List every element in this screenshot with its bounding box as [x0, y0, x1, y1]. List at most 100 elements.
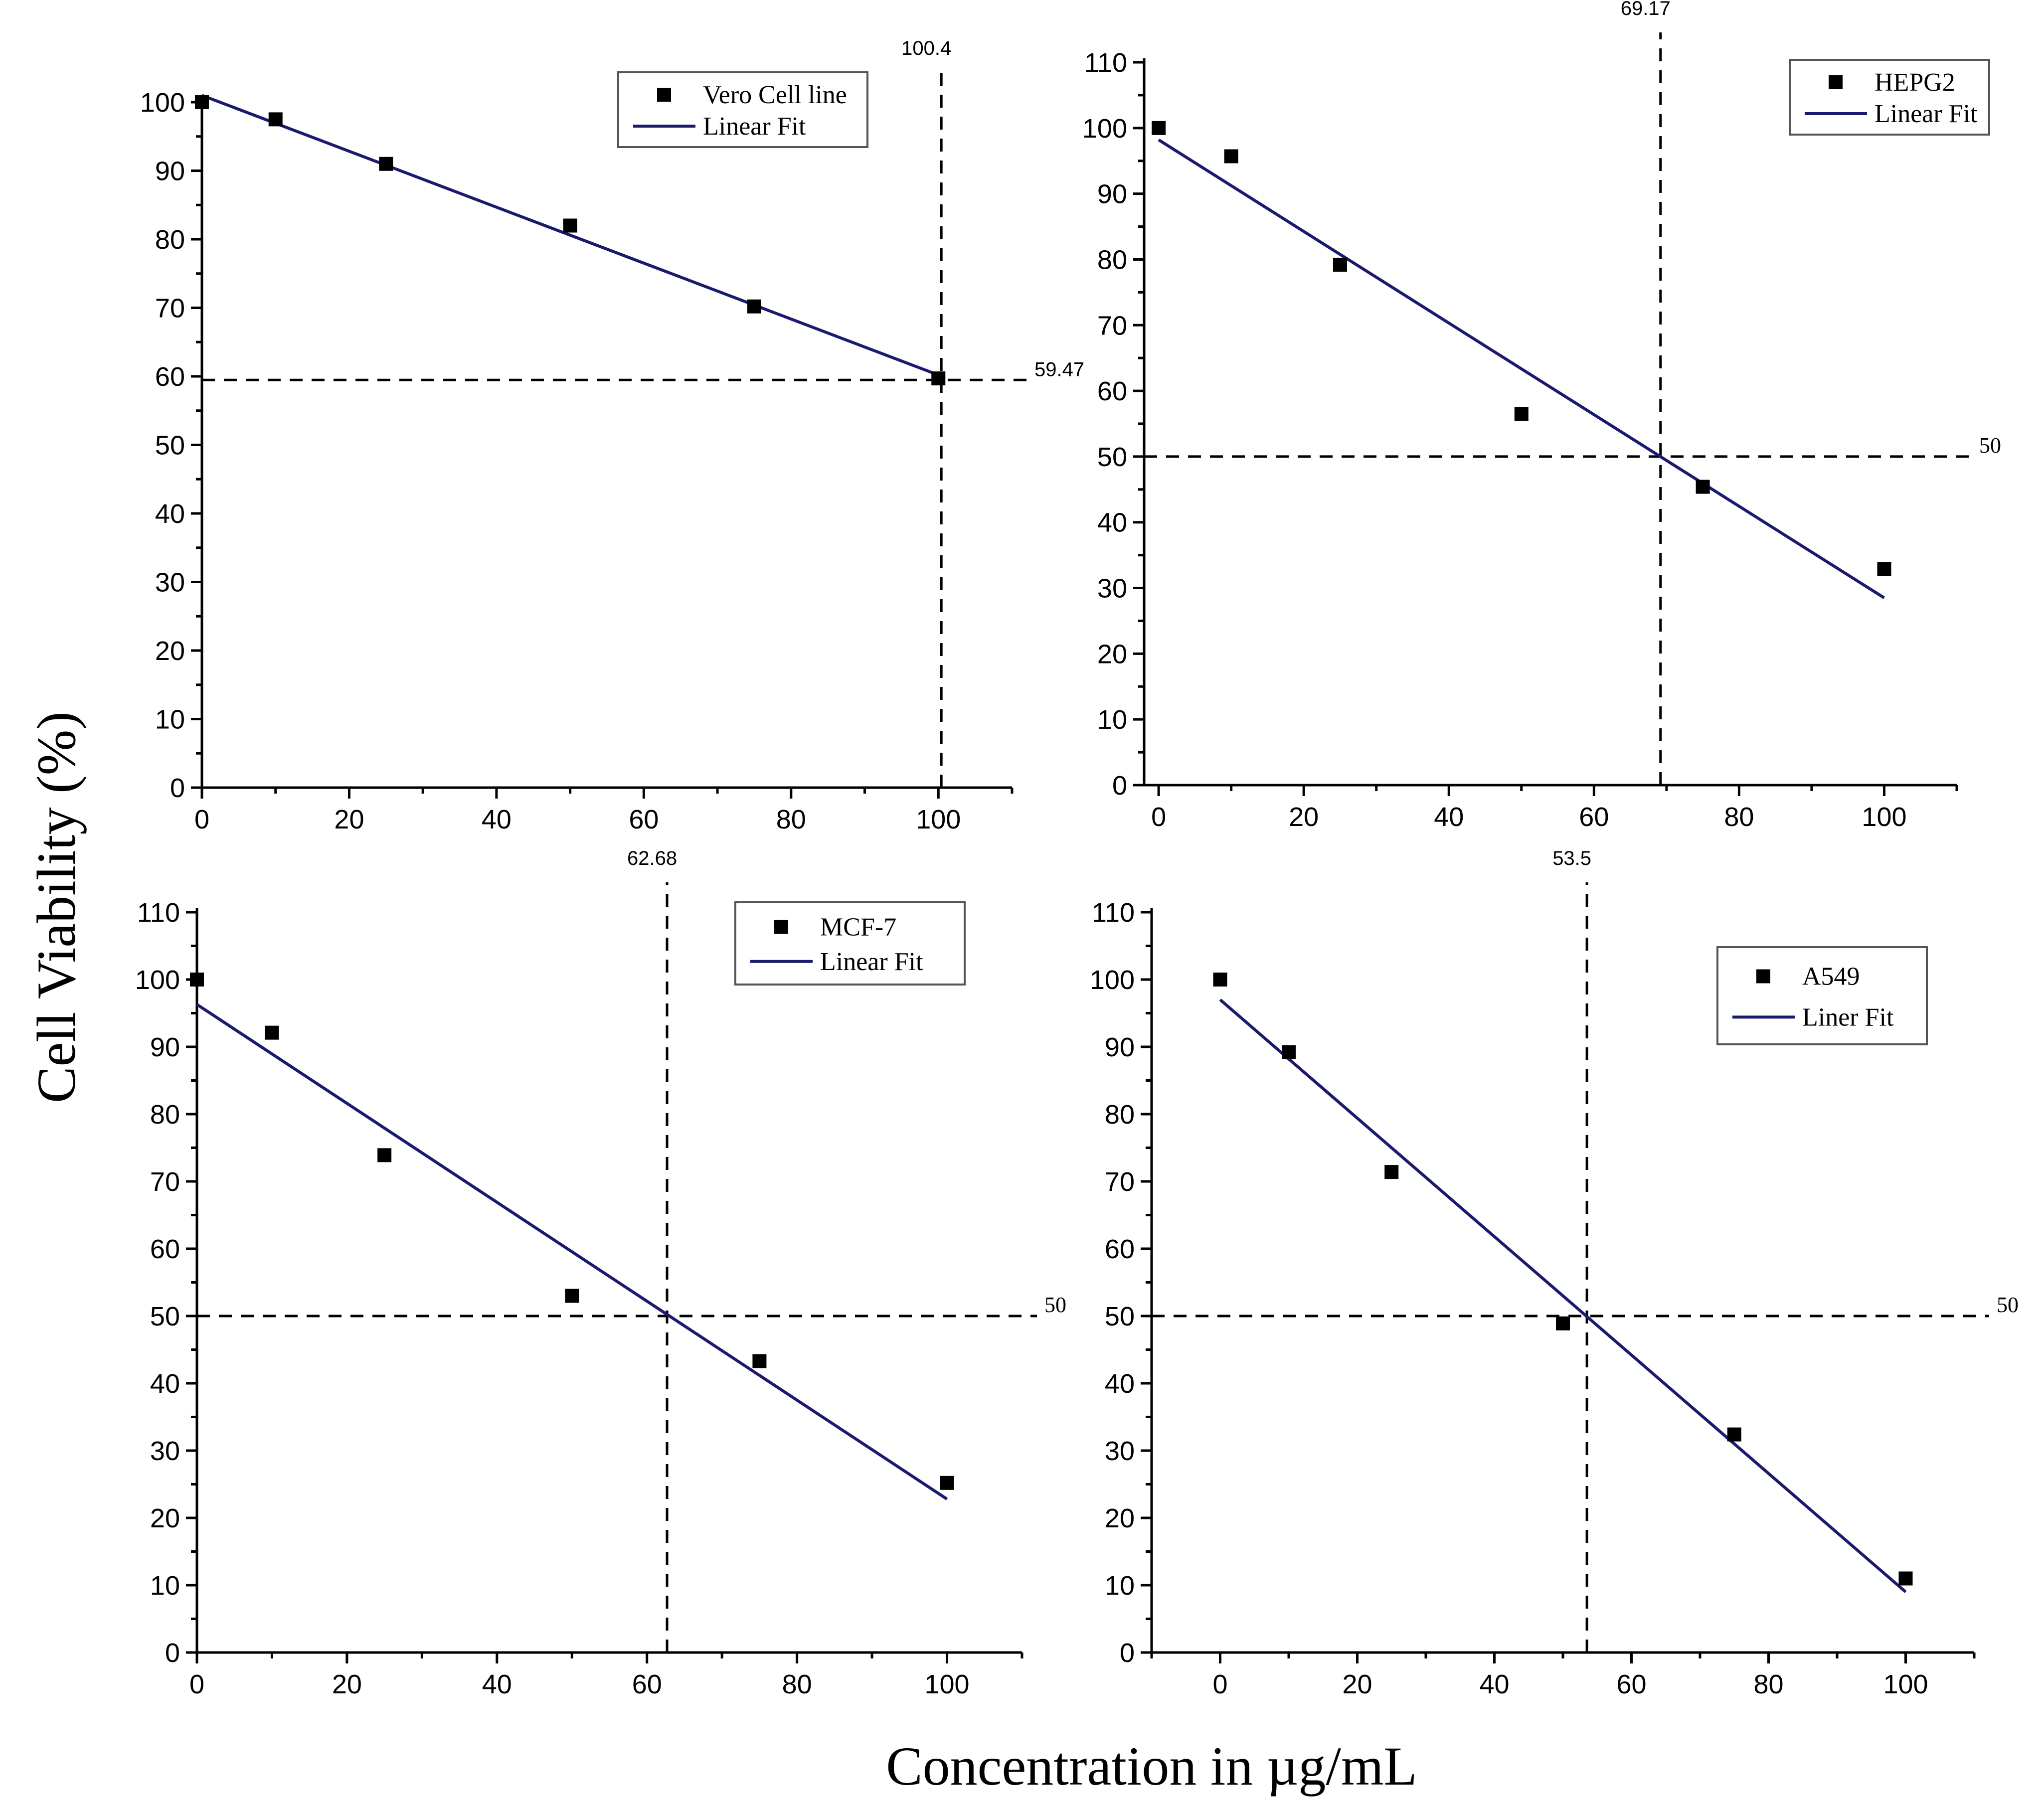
- chart-panel-4: 0 20 40 60 80 100 0 10 20 30 40 50 60 70 80 90 100 110 53.…: [1090, 847, 2019, 1699]
- legend-label: A549: [1802, 963, 1860, 991]
- legend-box: [1789, 59, 1990, 136]
- x-tick-label: 80: [782, 1669, 812, 1699]
- fit-line: [1219, 998, 1907, 1593]
- y-tick-label: 70: [150, 1167, 180, 1197]
- y-tick-label: 100: [135, 965, 180, 995]
- reference-x-label: 53.5: [1552, 847, 1591, 869]
- x-tick-label: 40: [1479, 1669, 1509, 1699]
- y-tick-label: 80: [1105, 1100, 1135, 1130]
- y-tick-label: 40: [150, 1369, 180, 1399]
- reference-y-label: 59.47: [1034, 358, 1084, 380]
- legend-box: [1716, 946, 1928, 1045]
- y-tick-label: 0: [165, 1638, 180, 1668]
- data-point: [565, 1289, 579, 1303]
- legend-point-marker: [1756, 969, 1770, 984]
- data-point: [747, 299, 761, 314]
- y-tick-label: 10: [150, 1571, 180, 1601]
- y-tick-label: 40: [1105, 1369, 1135, 1399]
- y-tick-label: 20: [1105, 1503, 1135, 1533]
- panels-group: 0 20 40 60 80 1000102030405060708090100100.45…: [135, 0, 2019, 1699]
- y-tick-label: 40: [1097, 508, 1127, 538]
- reference-x-label: 69.17: [1621, 0, 1671, 19]
- y-tick-label: 100: [1090, 965, 1135, 995]
- legend-point-marker: [774, 920, 788, 934]
- data-point: [1898, 1571, 1913, 1586]
- chart-panel-2: 0 20 40 60 80 100 0 10 20 30 40 50 60 70 80 90 100 110 69.…: [1082, 0, 2001, 832]
- y-tick-label: 60: [1105, 1234, 1135, 1264]
- y-tick-label: 20: [150, 1503, 180, 1533]
- legend-label: MCF-7: [820, 913, 896, 942]
- x-tick-label: 80: [1724, 802, 1754, 832]
- x-tick-label: 20: [1342, 1669, 1372, 1699]
- y-tick-label: 30: [1097, 574, 1127, 604]
- y-tick-label: 30: [150, 1436, 180, 1466]
- fit-line: [1158, 139, 1885, 599]
- reference-x-label: 62.68: [627, 847, 677, 869]
- reference-y-label: 50: [1044, 1293, 1066, 1317]
- data-point: [377, 1148, 392, 1162]
- x-tick-label: 100: [1862, 802, 1906, 832]
- y-tick-label: 50: [150, 1302, 180, 1331]
- x-tick-label: 0: [1212, 1669, 1227, 1699]
- legend-label: Linear Fit: [820, 948, 923, 976]
- y-tick-label: 50: [1105, 1302, 1135, 1331]
- x-tick-label: 40: [482, 805, 511, 834]
- data-point: [1152, 121, 1166, 135]
- legend-label: Liner Fit: [1802, 1003, 1894, 1031]
- y-tick-label: 40: [155, 499, 185, 529]
- x-tick-label: 20: [332, 1669, 362, 1699]
- y-tick-label: 60: [1097, 376, 1127, 406]
- y-tick-label: 50: [155, 431, 185, 461]
- data-point: [195, 95, 209, 109]
- legend-label: Vero Cell line: [703, 81, 847, 109]
- data-point: [379, 157, 393, 171]
- fit-line: [201, 94, 939, 377]
- y-tick-label: 20: [155, 636, 185, 666]
- y-tick-label: 10: [1097, 705, 1127, 735]
- y-tick-label: 30: [1105, 1436, 1135, 1466]
- y-tick-label: 70: [155, 294, 185, 324]
- x-tick-label: 100: [924, 1669, 969, 1699]
- y-tick-label: 110: [1084, 48, 1127, 78]
- y-tick-label: 20: [1097, 639, 1127, 669]
- y-tick-label: 100: [140, 88, 185, 118]
- legend-box: [617, 71, 868, 148]
- x-tick-label: 60: [632, 1669, 662, 1699]
- x-tick-label: 60: [1616, 1669, 1646, 1699]
- x-tick-label: 20: [1289, 802, 1319, 832]
- y-tick-label: 80: [150, 1100, 180, 1130]
- y-tick-label: 90: [1097, 179, 1127, 209]
- y-axis-title: Cell Viability (%): [26, 711, 87, 1103]
- x-tick-label: 40: [482, 1669, 512, 1699]
- chart-panel-3: 0 20 40 60 80 100 0 10 20 30 40 50 60 70 80 90 100 110 62.…: [135, 847, 1066, 1699]
- data-point: [1213, 973, 1227, 987]
- x-tick-label: 0: [189, 1669, 204, 1699]
- data-point: [1514, 407, 1529, 421]
- y-tick-label: 110: [137, 898, 180, 928]
- y-tick-label: 30: [155, 568, 185, 598]
- data-point: [752, 1354, 767, 1368]
- y-tick-label: 0: [170, 773, 185, 803]
- data-point: [1877, 562, 1891, 576]
- x-tick-label: 60: [629, 805, 659, 834]
- x-tick-label: 80: [776, 805, 806, 834]
- data-point: [1224, 149, 1238, 164]
- y-tick-label: 50: [1097, 442, 1127, 472]
- legend-label: Linear Fit: [1874, 100, 1978, 128]
- data-point: [1282, 1045, 1296, 1059]
- x-tick-label: 60: [1579, 802, 1609, 832]
- data-point: [190, 973, 204, 987]
- data-point: [931, 371, 946, 386]
- x-tick-label: 100: [916, 805, 961, 834]
- data-point: [1556, 1316, 1570, 1330]
- x-tick-label: 80: [1753, 1669, 1783, 1699]
- x-tick-label: 20: [334, 805, 364, 834]
- x-tick-label: 100: [1883, 1669, 1928, 1699]
- x-tick-label: 0: [194, 805, 209, 834]
- data-point: [940, 1476, 954, 1490]
- legend-point-marker: [657, 88, 671, 102]
- y-tick-label: 10: [155, 705, 185, 735]
- y-tick-label: 90: [1105, 1032, 1135, 1062]
- y-tick-label: 80: [155, 225, 185, 255]
- x-tick-label: 0: [1151, 802, 1166, 832]
